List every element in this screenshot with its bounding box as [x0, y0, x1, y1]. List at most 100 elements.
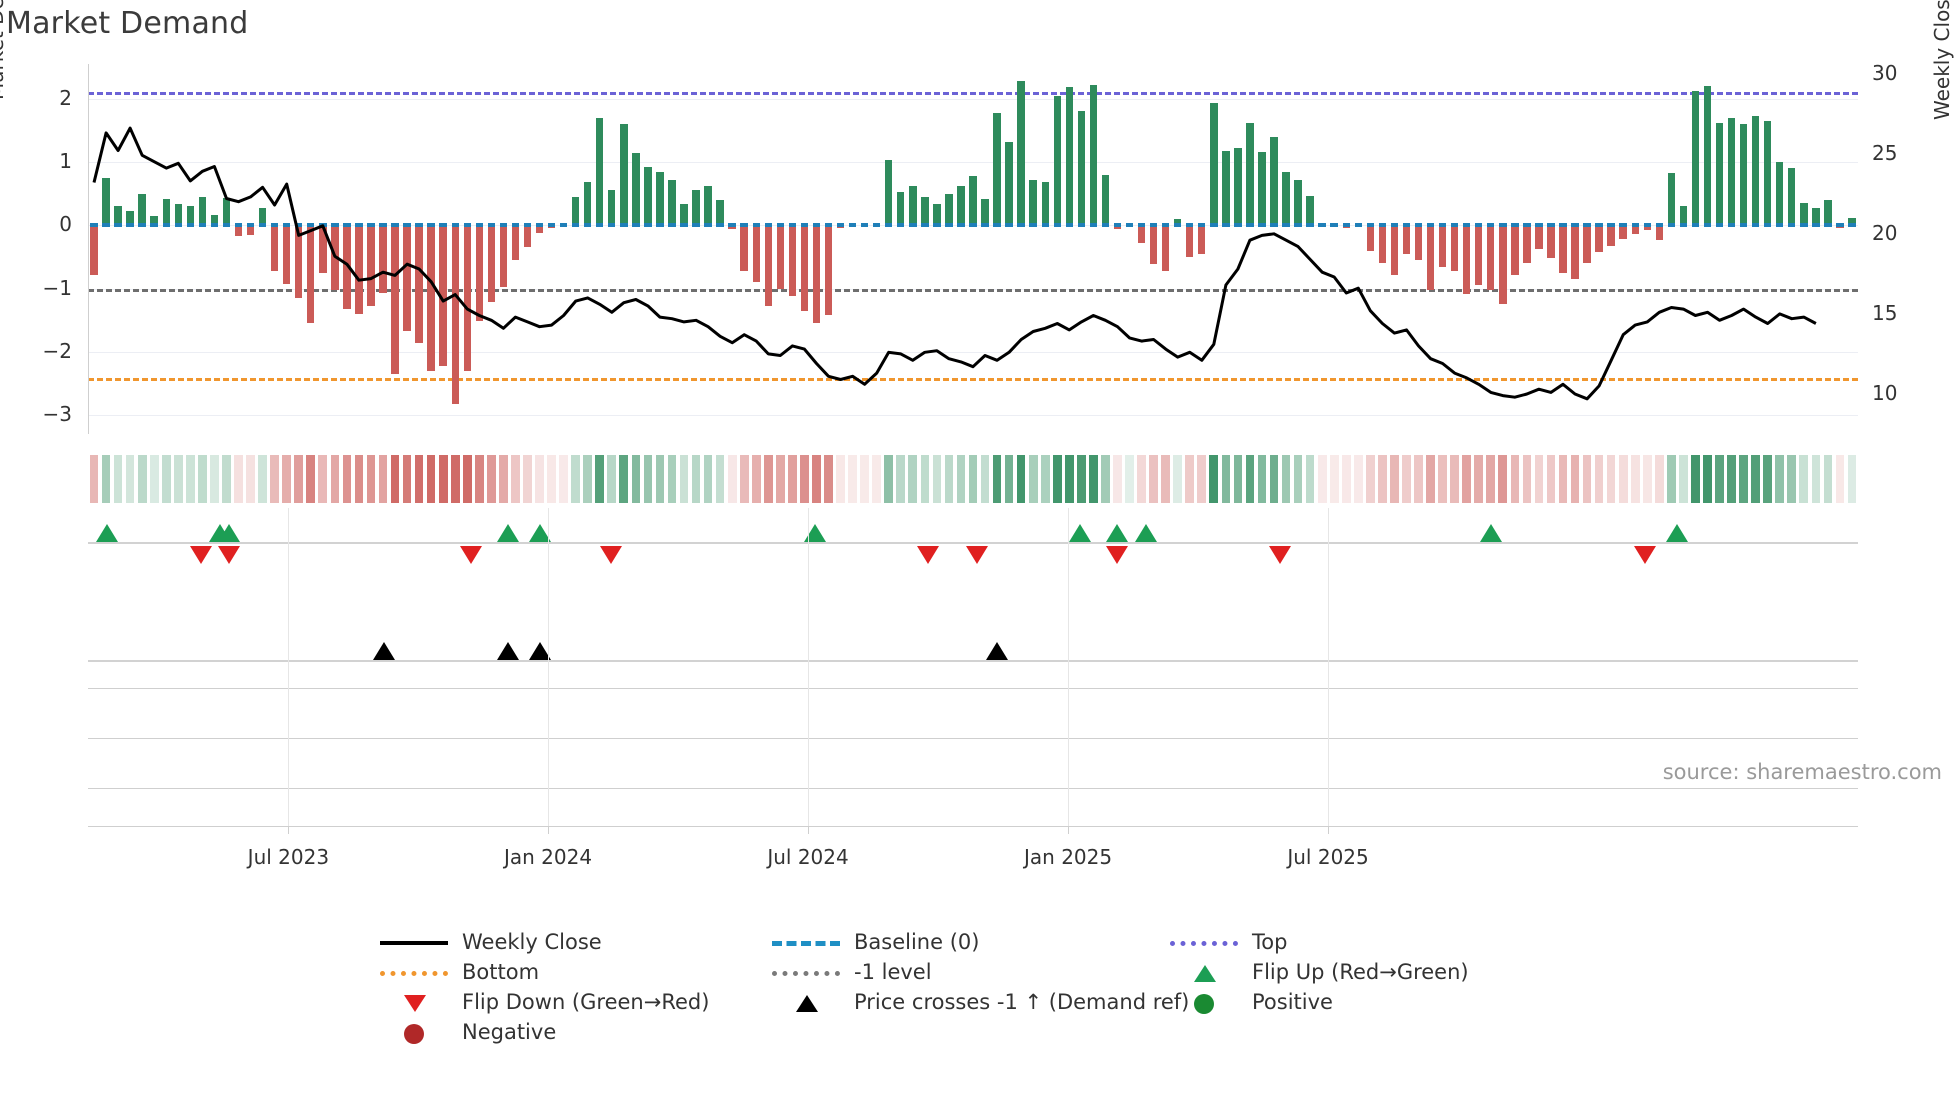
baseline-cap: [1727, 223, 1736, 228]
baseline-cap: [716, 223, 724, 228]
legend-item[interactable]: Flip Down (Green→Red): [380, 992, 709, 1013]
demand-bar: [788, 225, 797, 297]
heatmap-cell: [1353, 455, 1363, 503]
demand-bar: [102, 177, 110, 226]
baseline-cap: [1619, 223, 1627, 228]
weekly-close-line: [92, 126, 1817, 401]
heatmap-cell: [896, 455, 906, 503]
baseline-cap: [1342, 223, 1350, 228]
minus-one-reference-line: [88, 288, 1858, 292]
heatmap-cell: [270, 455, 279, 503]
heatmap-cell: [727, 455, 737, 503]
baseline-cap: [1017, 223, 1025, 228]
heatmap-cell: [1450, 455, 1459, 503]
x-tick-label: Jan 2025: [1024, 845, 1113, 869]
heatmap-cell: [210, 455, 219, 503]
demand-bar: [1041, 182, 1049, 226]
heatmap-cell: [1835, 455, 1845, 503]
legend-swatch: [1170, 993, 1238, 1014]
price-cross-marker: [985, 642, 1008, 660]
baseline-cap: [1631, 223, 1639, 228]
heatmap-cell: [643, 455, 653, 503]
heatmap-cell: [1823, 455, 1833, 503]
heatmap-cell: [402, 455, 412, 503]
heatmap-cell: [1185, 455, 1195, 503]
baseline-cap: [1077, 223, 1086, 228]
flip-down-marker: [460, 546, 483, 564]
baseline-cap: [752, 223, 760, 228]
baseline-cap: [138, 223, 146, 228]
legend-item[interactable]: Weekly Close: [380, 932, 602, 953]
baseline-cap: [1426, 223, 1435, 228]
page-title: Market Demand: [6, 6, 249, 41]
legend-item[interactable]: Price crosses -1 ↑ (Demand ref): [772, 992, 1189, 1013]
demand-bar: [752, 225, 760, 283]
flip-marker-pane: [88, 508, 1858, 618]
flip-down-icon: [404, 994, 426, 1012]
heatmap-cell: [149, 455, 159, 503]
legend-item[interactable]: Baseline (0): [772, 932, 979, 953]
heatmap-cell: [1486, 455, 1496, 503]
demand-bar: [1149, 225, 1158, 265]
baseline-cap: [596, 223, 604, 228]
demand-bar: [1077, 111, 1086, 226]
demand-bar: [415, 225, 423, 343]
baseline-cap: [1354, 223, 1363, 228]
panel-divider-2: [88, 738, 1858, 739]
heatmap-cell: [559, 455, 568, 503]
flip-up-marker: [1069, 524, 1092, 542]
legend-item[interactable]: Negative: [380, 1022, 556, 1044]
price-cross-marker: [529, 642, 552, 660]
demand-bar: [367, 225, 375, 307]
demand-bar: [1462, 225, 1471, 294]
flip-up-marker: [529, 524, 552, 542]
demand-bar: [644, 167, 652, 226]
legend-line-swatch: [380, 970, 448, 976]
demand-bar: [391, 225, 399, 374]
flip-up-marker: [1665, 524, 1688, 542]
legend-item[interactable]: Positive: [1170, 992, 1333, 1014]
demand-bar: [294, 225, 303, 299]
baseline-cap: [812, 223, 821, 228]
heatmap-cell: [1715, 455, 1724, 503]
legend-item[interactable]: Bottom: [380, 962, 539, 983]
legend-item[interactable]: Flip Up (Red→Green): [1170, 962, 1469, 983]
heatmap-cell: [1510, 455, 1520, 503]
legend-label: Flip Down (Green→Red): [462, 990, 710, 1014]
heatmap-cell: [1763, 455, 1772, 503]
heatmap-cell: [1269, 455, 1279, 503]
legend-item[interactable]: Top: [1170, 932, 1287, 953]
demand-bar: [981, 198, 989, 226]
demand-bar: [945, 193, 953, 226]
heatmap-cell: [1257, 455, 1267, 503]
baseline-cap: [1763, 223, 1772, 228]
demand-bar: [1619, 225, 1627, 240]
demand-bar: [186, 206, 195, 226]
baseline-cap: [1330, 223, 1338, 228]
baseline-cap: [1523, 223, 1531, 228]
legend-label: Bottom: [462, 960, 540, 984]
heatmap-cell: [788, 455, 797, 503]
baseline-cap: [367, 223, 375, 228]
heatmap-cell: [1040, 455, 1050, 503]
heatmap-cell: [186, 455, 195, 503]
baseline-cap: [1366, 223, 1375, 228]
baseline-cap: [836, 223, 845, 228]
baseline-cap: [1824, 223, 1832, 228]
demand-bar: [1005, 141, 1013, 226]
baseline-cap: [1101, 223, 1110, 228]
heatmap-cell: [342, 455, 352, 503]
demand-bar: [716, 199, 724, 226]
heatmap-cell: [523, 455, 532, 503]
legend-item[interactable]: -1 level: [772, 962, 932, 983]
demand-bar: [1571, 225, 1579, 280]
demand-bar: [1559, 225, 1567, 273]
baseline-cap: [1679, 223, 1688, 228]
demand-bar: [800, 225, 809, 311]
baseline-cap: [897, 223, 905, 228]
heatmap-cell: [1618, 455, 1628, 503]
heatmap-cell: [1089, 455, 1098, 503]
demand-bar: [933, 204, 941, 226]
heatmap-cell: [246, 455, 255, 503]
demand-bar: [1065, 87, 1074, 226]
